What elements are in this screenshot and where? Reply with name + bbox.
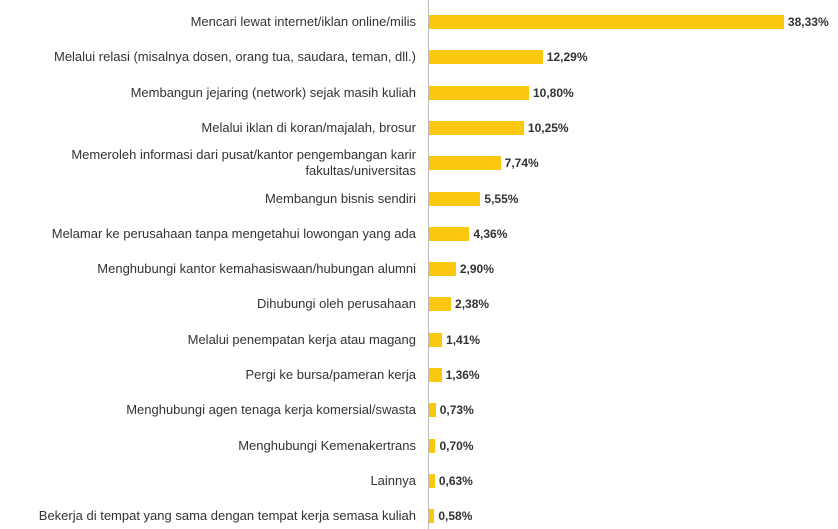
bar: [429, 156, 501, 171]
value-label: 38,33%: [787, 15, 829, 29]
value-label: 10,25%: [527, 120, 569, 135]
category-label: Melamar ke perusahaan tanpa mengetahui l…: [51, 225, 416, 241]
value-label: 0,73%: [439, 403, 474, 418]
value-label: 1,36%: [445, 368, 480, 382]
bar: [429, 262, 456, 277]
value-label: 0,63%: [438, 473, 473, 488]
value-label: 1,41%: [446, 332, 481, 347]
value-label: 7,74%: [504, 156, 539, 171]
category-label: Memeroleh informasi dari pusat/kantor pe…: [71, 147, 416, 179]
bar: [429, 226, 470, 241]
category-label: Lainnya: [370, 472, 416, 488]
value-label: 4,36%: [473, 226, 508, 241]
value-label: 12,29%: [546, 50, 588, 65]
bar: [429, 438, 436, 453]
category-label: Menghubungi Kemenakertrans: [238, 437, 416, 453]
value-label: 0,58%: [438, 509, 473, 524]
value-label: 5,55%: [484, 191, 519, 206]
bar: [429, 297, 452, 312]
value-label: 2,38%: [455, 297, 490, 312]
category-label: Membangun jejaring (network) sejak masih…: [130, 84, 416, 100]
category-label: Pergi ke bursa/pameran kerja: [245, 367, 416, 382]
bar: [429, 191, 481, 206]
bar: [429, 15, 784, 29]
category-label: Melalui penempatan kerja atau magang: [187, 331, 416, 347]
category-label: Melalui iklan di koran/majalah, brosur: [201, 119, 416, 135]
bar: [429, 332, 443, 347]
bar: [429, 473, 435, 488]
value-label: 10,80%: [533, 85, 574, 100]
category-label: Bekerja di tempat yang sama dengan tempa…: [38, 508, 416, 524]
value-label: 2,90%: [459, 262, 494, 277]
axis-line: [428, 0, 429, 529]
category-label: Menghubungi kantor kemahasiswaan/hubunga…: [97, 261, 416, 277]
category-label: Menghubungi agen tenaga kerja komersial/…: [126, 402, 416, 418]
category-label: Membangun bisnis sendiri: [264, 190, 416, 206]
bar: [429, 85, 529, 100]
category-label: Dihubungi oleh perusahaan: [256, 296, 416, 312]
bar: [429, 120, 524, 135]
value-label: 0,70%: [439, 438, 474, 453]
category-label: Mencari lewat internet/iklan online/mili…: [190, 14, 416, 29]
bar: [429, 368, 442, 382]
category-label: Melalui relasi (misalnya dosen, orang tu…: [53, 49, 416, 65]
bar: [429, 509, 435, 524]
bar: [429, 403, 436, 418]
bar: [429, 50, 543, 65]
